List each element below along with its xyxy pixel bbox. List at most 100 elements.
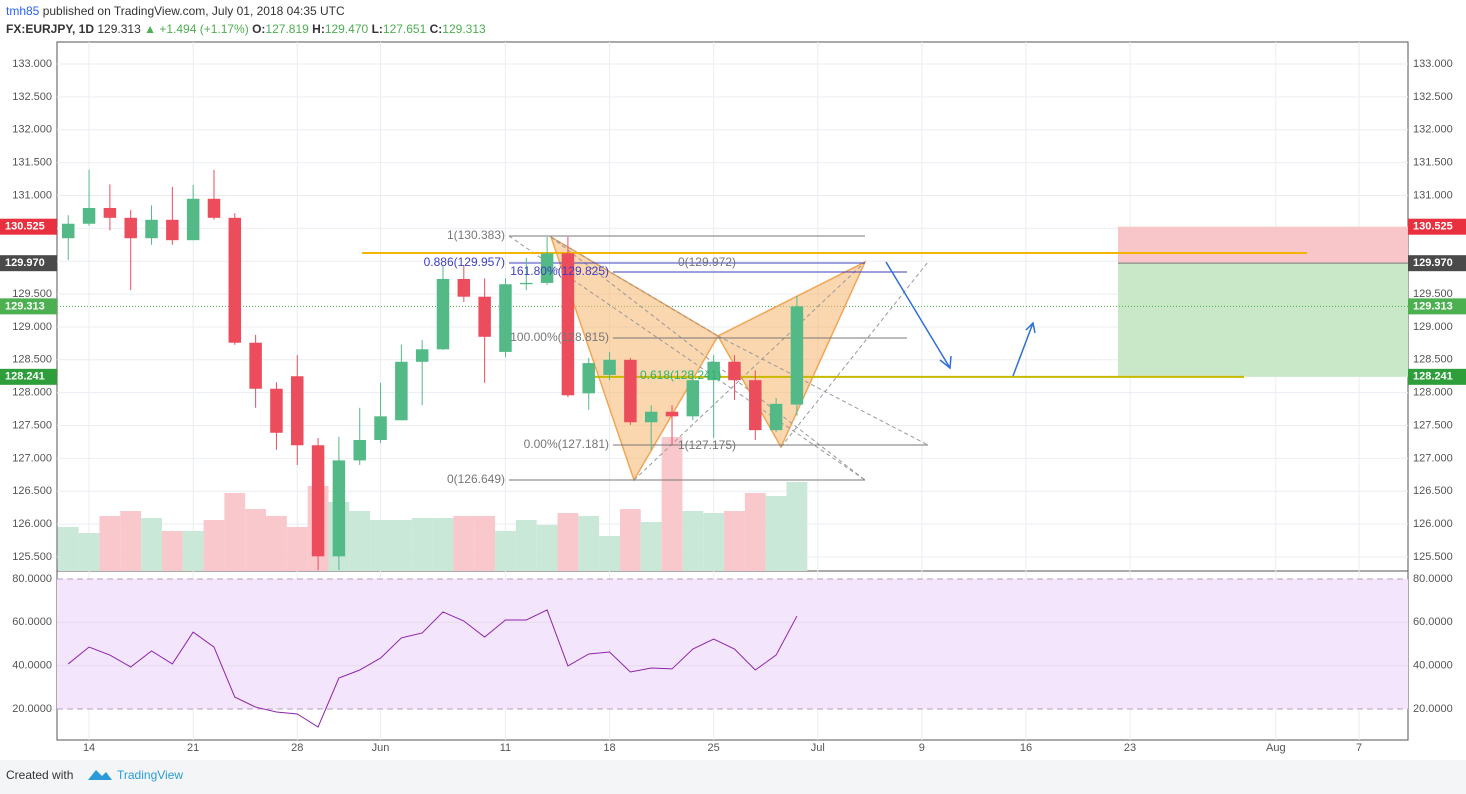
candle-body	[540, 253, 554, 283]
volume-bar	[224, 493, 246, 571]
price-badge-label: 129.313	[5, 300, 45, 312]
volume-bar	[349, 511, 371, 571]
y-tick-label: 128.000	[1413, 387, 1453, 399]
y-tick-label: 127.000	[1413, 452, 1453, 464]
candle-body	[790, 306, 804, 405]
candle-body	[103, 207, 117, 218]
volume-bar	[640, 522, 662, 571]
y-tick-label: 131.000	[12, 189, 52, 201]
y-tick-label: 125.500	[1413, 551, 1453, 563]
volume-bar	[411, 518, 433, 571]
y-tick-label: 129.500	[1413, 288, 1453, 300]
volume-bar	[203, 520, 225, 571]
candle-body	[61, 223, 75, 239]
x-tick-label: Aug	[1266, 742, 1286, 754]
candle-body	[644, 411, 658, 423]
price-badge	[1408, 368, 1466, 385]
y-tick-label: 125.500	[12, 551, 52, 563]
target-zone	[1118, 263, 1408, 377]
candle-body	[520, 282, 533, 285]
pattern-dash	[550, 236, 866, 481]
y-tick-label: 127.500	[1413, 419, 1453, 431]
l-label: L:	[371, 22, 383, 36]
volume-bar	[245, 509, 267, 571]
candle-body	[603, 359, 616, 375]
candle-body	[249, 342, 262, 389]
volume-bar	[724, 511, 745, 571]
volume-bar	[578, 516, 600, 571]
candle-body	[207, 198, 221, 218]
candle-body	[374, 416, 387, 440]
published: published on TradingView.com, July 01, 2…	[42, 4, 345, 18]
price-badge	[1408, 255, 1466, 272]
price-badge	[0, 368, 57, 385]
x-tick-label: 23	[1124, 742, 1136, 754]
candle-body	[769, 403, 783, 431]
stop-zone	[1118, 226, 1408, 264]
o-label: O:	[252, 22, 266, 36]
price-badge-label: 130.525	[5, 221, 45, 233]
arrow	[1012, 321, 1036, 377]
candle-body	[582, 363, 595, 394]
volume-bar	[99, 516, 121, 571]
volume-bar	[266, 516, 287, 571]
volume-bar	[661, 437, 683, 571]
candle-body	[728, 361, 741, 381]
author[interactable]: tmh85	[6, 4, 40, 18]
price-badge-label: 128.241	[1413, 371, 1453, 383]
footer-bg	[0, 760, 1466, 794]
candle-body	[353, 439, 366, 461]
price-badge	[0, 255, 57, 272]
x-tick-label: 11	[500, 742, 511, 754]
fib-label: 1(127.175)	[678, 438, 736, 452]
candle-body	[145, 219, 158, 239]
volume-bar	[765, 496, 787, 571]
last: 129.313	[97, 22, 141, 36]
volume-bar	[120, 511, 142, 571]
volume-bar	[557, 513, 579, 571]
price-badge	[0, 298, 57, 315]
pattern-xab	[549, 235, 720, 482]
h-label: H:	[312, 22, 325, 36]
volume-bar	[619, 509, 641, 571]
x-tick-label: Jun	[372, 742, 390, 754]
volume-bar	[786, 482, 808, 571]
candle-body	[270, 388, 283, 433]
volume-bar	[495, 531, 516, 571]
candle-body	[457, 278, 471, 297]
volume-bar	[57, 527, 79, 571]
pattern-dash	[550, 236, 719, 337]
change-value: +1.494 (+1.17%)	[159, 22, 249, 36]
x-tick-label: Jul	[811, 742, 825, 754]
volume-bar	[141, 518, 162, 571]
footer-created: Created with	[6, 768, 73, 782]
x-tick-label: 14	[83, 742, 95, 754]
y-tick-label: 132.000	[12, 124, 52, 136]
price-badge-label: 128.241	[5, 371, 45, 383]
y-tick-label: 132.500	[1413, 91, 1453, 103]
y-tick-label: 131.000	[1413, 189, 1453, 201]
volume-bar	[432, 518, 454, 571]
fib-label: 100.00%(128.815)	[510, 330, 609, 344]
arrow	[885, 261, 952, 370]
candle-body	[82, 207, 96, 224]
volume-bar	[474, 516, 496, 571]
rsi-band	[57, 578, 1408, 710]
volume-bar	[78, 533, 100, 571]
candle-body	[332, 460, 346, 557]
volume-bar	[515, 520, 537, 571]
candle-body	[395, 361, 408, 421]
volume-bar	[744, 493, 766, 571]
price-badge	[1408, 218, 1466, 235]
x-tick-label: 9	[919, 742, 925, 754]
candle-body	[561, 253, 575, 396]
candle-body	[415, 349, 429, 362]
volume-bar	[536, 525, 558, 571]
candle-body	[478, 296, 491, 337]
tv-logo	[88, 770, 112, 780]
y-tick-label: 126.500	[12, 485, 52, 497]
y-tick-label: 129.000	[1413, 321, 1453, 333]
y-tick-label: 127.500	[12, 419, 52, 431]
footer-brand[interactable]: TradingView	[117, 768, 183, 782]
